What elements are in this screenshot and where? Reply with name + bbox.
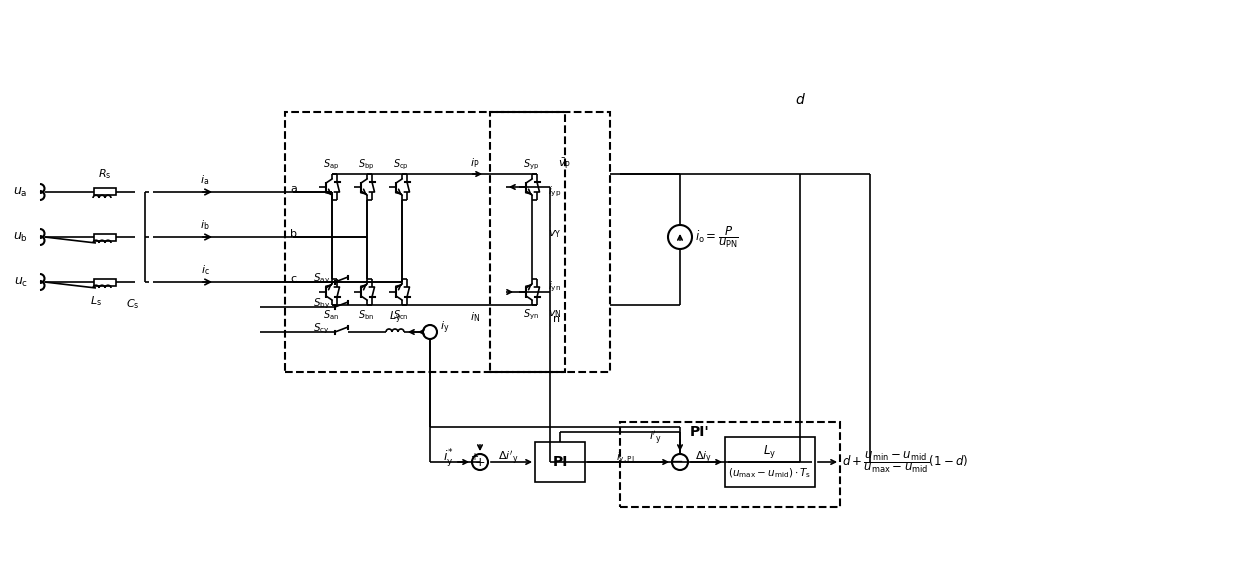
Text: $\Delta i_{\mathrm{y}}$: $\Delta i_{\mathrm{y}}$ bbox=[694, 450, 712, 466]
Text: $S_{\mathrm{by}}$: $S_{\mathrm{by}}$ bbox=[312, 297, 330, 311]
Text: $S_{\mathrm{yn}}$: $S_{\mathrm{yn}}$ bbox=[523, 308, 539, 323]
Text: $i_{\mathrm{y}}$: $i_{\mathrm{y}}$ bbox=[440, 320, 449, 336]
Text: $S_{\mathrm{cp}}$: $S_{\mathrm{cp}}$ bbox=[393, 157, 409, 172]
Text: a: a bbox=[290, 184, 296, 194]
Text: $S_{\mathrm{ay}}$: $S_{\mathrm{ay}}$ bbox=[312, 272, 330, 286]
Text: $\Delta i'_{\mathrm{y}}$: $\Delta i'_{\mathrm{y}}$ bbox=[498, 449, 518, 466]
Text: $v_{\mathrm{Y}}$: $v_{\mathrm{Y}}$ bbox=[548, 229, 562, 241]
Text: $i_{\mathrm{b}}$: $i_{\mathrm{b}}$ bbox=[200, 218, 210, 232]
Text: $i^{*}_{\mathrm{y}}$: $i^{*}_{\mathrm{y}}$ bbox=[444, 447, 454, 469]
Text: $+$: $+$ bbox=[475, 455, 486, 469]
Text: $-$: $-$ bbox=[671, 452, 683, 468]
Text: $d+\dfrac{u_{\mathrm{min}}-u_{\mathrm{mid}}}{u_{\mathrm{max}}-u_{\mathrm{mid}}}(: $d+\dfrac{u_{\mathrm{min}}-u_{\mathrm{mi… bbox=[842, 449, 968, 475]
Text: $L_{\mathrm{y}}$: $L_{\mathrm{y}}$ bbox=[388, 310, 402, 326]
Text: $v_{\mathrm{N}}$: $v_{\mathrm{N}}$ bbox=[548, 308, 562, 320]
Text: b: b bbox=[290, 229, 298, 239]
Text: $S_{\mathrm{bn}}$: $S_{\mathrm{bn}}$ bbox=[358, 308, 374, 322]
Text: $S_{\mathrm{yp}}$: $S_{\mathrm{yp}}$ bbox=[523, 157, 539, 172]
Text: $(u_{\mathrm{max}}-u_{\mathrm{mid}})\cdot T_{\mathrm{s}}$: $(u_{\mathrm{max}}-u_{\mathrm{mid}})\cdo… bbox=[728, 466, 812, 480]
Text: $S_{\mathrm{an}}$: $S_{\mathrm{an}}$ bbox=[322, 308, 339, 322]
Text: $S_{\mathrm{cy}}$: $S_{\mathrm{cy}}$ bbox=[314, 322, 330, 336]
Text: PI: PI bbox=[552, 455, 568, 469]
Text: $C_{\mathrm{s}}$: $C_{\mathrm{s}}$ bbox=[126, 297, 140, 311]
Text: $i_{\mathrm{yn}}$: $i_{\mathrm{yn}}$ bbox=[548, 280, 562, 294]
Text: $+$: $+$ bbox=[470, 451, 480, 463]
Text: $i_{\mathrm{a}}$: $i_{\mathrm{a}}$ bbox=[201, 173, 210, 187]
Text: $d$: $d$ bbox=[795, 92, 806, 107]
Text: $i_{\mathrm{y.PI}}$: $i_{\mathrm{y.PI}}$ bbox=[616, 451, 635, 465]
Text: $L_{\mathrm{y}}$: $L_{\mathrm{y}}$ bbox=[764, 442, 776, 460]
Text: $i_{\mathrm{yp}}$: $i_{\mathrm{yp}}$ bbox=[548, 185, 562, 199]
Text: PI': PI' bbox=[691, 425, 709, 439]
Text: $i'_{\mathrm{y}}$: $i'_{\mathrm{y}}$ bbox=[649, 429, 661, 447]
Text: $u_{\mathrm{b}}$: $u_{\mathrm{b}}$ bbox=[14, 230, 29, 243]
Text: n: n bbox=[553, 314, 560, 324]
Text: $i_{\mathrm{o}}=\dfrac{P}{u_{\mathrm{PN}}}$: $i_{\mathrm{o}}=\dfrac{P}{u_{\mathrm{PN}… bbox=[694, 224, 739, 250]
Text: $R_{\mathrm{s}}$: $R_{\mathrm{s}}$ bbox=[98, 167, 112, 181]
Text: $S_{\mathrm{cn}}$: $S_{\mathrm{cn}}$ bbox=[393, 308, 409, 322]
Text: $S_{\mathrm{bp}}$: $S_{\mathrm{bp}}$ bbox=[358, 157, 374, 172]
Text: c: c bbox=[290, 274, 296, 284]
Text: $u_{\mathrm{c}}$: $u_{\mathrm{c}}$ bbox=[14, 275, 29, 288]
Text: $u_{\mathrm{a}}$: $u_{\mathrm{a}}$ bbox=[14, 185, 29, 198]
Text: $\bar{v}_{\mathrm{P}}$: $\bar{v}_{\mathrm{P}}$ bbox=[558, 157, 572, 171]
Text: $L_{\mathrm{s}}$: $L_{\mathrm{s}}$ bbox=[91, 294, 102, 308]
Text: $i_{\mathrm{N}}$: $i_{\mathrm{N}}$ bbox=[470, 310, 480, 324]
Text: $i_{\mathrm{c}}$: $i_{\mathrm{c}}$ bbox=[201, 263, 210, 277]
Text: $S_{\mathrm{ap}}$: $S_{\mathrm{ap}}$ bbox=[322, 157, 339, 172]
Text: $i_{\mathrm{P}}$: $i_{\mathrm{P}}$ bbox=[470, 156, 480, 170]
